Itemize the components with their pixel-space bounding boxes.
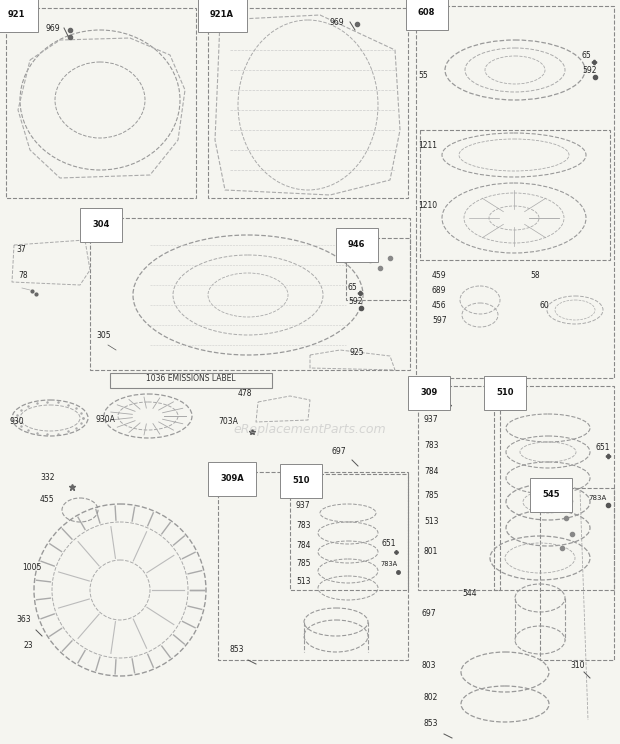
Text: 592: 592: [582, 66, 596, 75]
Text: 1005: 1005: [22, 563, 42, 572]
Text: 310: 310: [570, 661, 585, 670]
Text: 697: 697: [332, 447, 347, 456]
Text: 363: 363: [16, 615, 30, 624]
Text: 456: 456: [432, 301, 446, 310]
Text: 1036 EMISSIONS LABEL: 1036 EMISSIONS LABEL: [146, 374, 236, 383]
Text: 946: 946: [348, 240, 366, 249]
Text: 801: 801: [424, 547, 438, 556]
Text: 309: 309: [420, 388, 437, 397]
Text: 55: 55: [418, 71, 428, 80]
Text: 784: 784: [296, 541, 311, 550]
Text: 510: 510: [496, 388, 513, 397]
Text: 309A: 309A: [220, 474, 244, 483]
Text: 651: 651: [382, 539, 397, 548]
Text: 783: 783: [296, 521, 311, 530]
Text: 783A: 783A: [588, 495, 606, 501]
Text: 58: 58: [530, 271, 539, 280]
Text: 513: 513: [296, 577, 311, 586]
Text: 930A: 930A: [96, 415, 116, 424]
Text: 478: 478: [238, 389, 252, 398]
Text: 597: 597: [432, 316, 446, 325]
Text: 332: 332: [40, 473, 55, 482]
Text: 803: 803: [422, 661, 436, 670]
Text: 802: 802: [424, 693, 438, 702]
Text: 78: 78: [18, 271, 28, 280]
Text: 60: 60: [540, 301, 550, 310]
Text: 969: 969: [46, 24, 61, 33]
Text: 544: 544: [462, 589, 477, 598]
Text: 783: 783: [424, 441, 438, 450]
Text: 937: 937: [424, 415, 438, 424]
Text: 608: 608: [418, 8, 435, 17]
Text: 853: 853: [424, 719, 438, 728]
Text: 545: 545: [542, 490, 560, 499]
Text: 925: 925: [350, 348, 365, 357]
Text: 1211: 1211: [418, 141, 437, 150]
Text: 921: 921: [8, 10, 25, 19]
Text: 969: 969: [330, 18, 345, 27]
Text: 742: 742: [296, 483, 311, 492]
Text: eReplacementParts.com: eReplacementParts.com: [234, 423, 386, 437]
Text: 455: 455: [40, 495, 55, 504]
Text: 1210: 1210: [418, 201, 437, 210]
Text: 651: 651: [596, 443, 611, 452]
Text: 459: 459: [432, 271, 446, 280]
Text: 65: 65: [348, 283, 358, 292]
Text: 930: 930: [10, 417, 25, 426]
Text: 37: 37: [16, 245, 26, 254]
Text: 65: 65: [582, 51, 591, 60]
Text: 23: 23: [24, 641, 33, 650]
Text: 783A: 783A: [380, 561, 397, 567]
Text: 305: 305: [96, 331, 110, 340]
Text: 510: 510: [292, 476, 309, 485]
Text: 853: 853: [230, 645, 244, 654]
Text: 742: 742: [424, 393, 438, 402]
Text: 697: 697: [422, 609, 436, 618]
Text: 921A: 921A: [210, 10, 234, 19]
Text: 784: 784: [424, 467, 438, 476]
Text: 937: 937: [296, 501, 311, 510]
Text: 592: 592: [348, 297, 363, 306]
Text: 689: 689: [432, 286, 446, 295]
Text: 785: 785: [296, 559, 311, 568]
Text: 304: 304: [92, 220, 109, 229]
Text: 513: 513: [424, 517, 438, 526]
Text: 703A: 703A: [218, 417, 238, 426]
Text: 785: 785: [424, 491, 438, 500]
